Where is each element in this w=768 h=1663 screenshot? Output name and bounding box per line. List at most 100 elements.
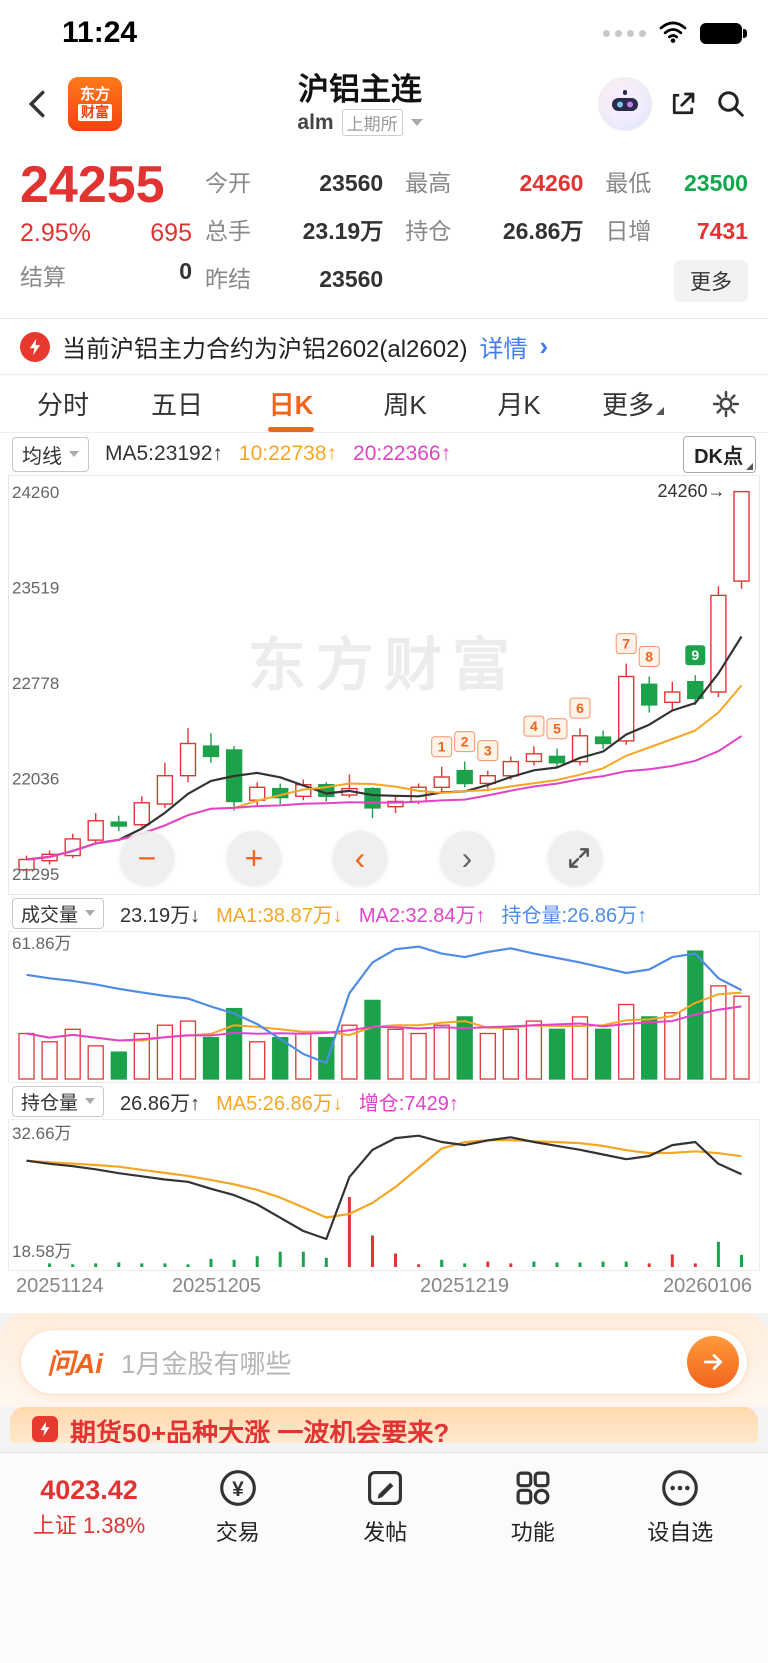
settle-value: 0 (179, 257, 192, 284)
more-button[interactable]: 更多 (673, 260, 748, 302)
back-button[interactable] (20, 87, 54, 121)
chevron-down-icon (410, 119, 423, 132)
news-banner[interactable]: 期货50+品种大涨 一波机会要来? (10, 1407, 758, 1443)
volume-oi: 持仓量:26.86万↑ (501, 904, 648, 927)
quote-field-openinterest: 持仓 26.86万 (405, 218, 584, 244)
svg-text:24260→: 24260→ (657, 481, 725, 501)
svg-text:8: 8 (645, 649, 653, 665)
x-tick: 20251124 (16, 1275, 104, 1297)
nav-post[interactable]: 发帖 (312, 1467, 460, 1547)
tab-weekly-k[interactable]: 周K (383, 390, 427, 420)
quote-field-high: 最高 24260 (405, 170, 584, 196)
wifi-icon (658, 19, 688, 48)
notice-detail-link[interactable]: 详情 (479, 336, 528, 363)
index-value: 4023.42 (40, 1474, 138, 1505)
x-tick: 20260106 (663, 1275, 752, 1297)
svg-text:22036: 22036 (12, 770, 59, 789)
cellular-signal-icon (603, 29, 646, 37)
zoom-out-button[interactable]: − (120, 831, 174, 885)
logo-text-bottom: 财富 (78, 104, 112, 121)
period-tabs: 分时 五日 日K 周K 月K 更多 (0, 375, 768, 433)
quote-field-dayincrease: 日增 7431 (605, 218, 748, 244)
quote-field-prevsettle: 昨结 23560 (205, 266, 384, 292)
x-tick: 20251219 (420, 1275, 509, 1297)
volume-selector[interactable]: 成交量 (12, 897, 105, 929)
lower-section: 问Ai 1月金股有哪些 期货50+品种大涨 一波机会要来? 4023.42 上证… (0, 1313, 768, 1663)
exchange-badge: 上期所 (341, 109, 403, 137)
gear-icon (712, 390, 740, 417)
contract-code: alm (297, 110, 334, 134)
svg-text:2: 2 (461, 734, 469, 750)
ask-ai-brand: 问Ai (47, 1348, 104, 1379)
tab-minute[interactable]: 分时 (36, 390, 89, 420)
bottom-nav: 4023.42 上证 1.38% ¥ 交易 发帖 功能 设自选 (0, 1452, 768, 1663)
svg-text:5: 5 (553, 721, 561, 737)
nav-watchlist[interactable]: 设自选 (607, 1467, 755, 1547)
nav-functions[interactable]: 功能 (459, 1467, 607, 1547)
trade-yuan-icon: ¥ (219, 1470, 256, 1506)
chevron-down-icon (85, 1098, 96, 1109)
expand-icon (569, 848, 589, 868)
last-price: 24255 (20, 156, 165, 214)
tab-daily-k[interactable]: 日K (234, 375, 348, 432)
dk-point-button[interactable]: DK点 (683, 435, 756, 473)
index-label: 上证 1.38% (32, 1512, 146, 1538)
volume-chart[interactable]: 61.86万 (0, 931, 768, 1083)
quote-field-open: 今开 23560 (205, 170, 384, 196)
volume-ma1: MA1:38.87万↓ (216, 904, 343, 927)
index-quote-shortcut[interactable]: 4023.42 上证 1.38% (14, 1475, 164, 1540)
x-axis: 20251124 20251205 20251219 20260106 (0, 1271, 768, 1305)
kline-header: 均线 MA5:23192↑ 10:22738↑ 20:22366↑ DK点 (0, 433, 768, 475)
position-current: 26.86万↑ (120, 1092, 201, 1115)
chart-settings-button[interactable] (690, 389, 762, 419)
svg-text:3: 3 (484, 743, 492, 759)
svg-text:24260: 24260 (12, 483, 59, 502)
svg-text:32.66万: 32.66万 (12, 1124, 72, 1143)
tab-5day[interactable]: 五日 (150, 390, 203, 420)
svg-text:4: 4 (530, 718, 538, 734)
eastmoney-logo: 东方 财富 (68, 77, 122, 131)
nav-trade[interactable]: ¥ 交易 (164, 1467, 312, 1547)
position-header: 持仓量 26.86万↑ MA5:26.86万↓ 增仓:7429↑ (0, 1083, 768, 1119)
chevron-down-icon (69, 451, 79, 462)
volume-header: 成交量 23.19万↓ MA1:38.87万↓ MA2:32.84万↑ 持仓量:… (0, 895, 768, 931)
ask-ai-search-bar[interactable]: 问Ai 1月金股有哪些 (20, 1329, 748, 1395)
ai-card: 问Ai 1月金股有哪些 (0, 1313, 768, 1407)
zoom-in-button[interactable]: + (227, 831, 281, 885)
tab-more[interactable]: 更多 (576, 375, 690, 432)
svg-text:61.86万: 61.86万 (12, 934, 72, 953)
arrow-right-icon (703, 1354, 723, 1370)
change-percent: 2.95% (20, 218, 91, 247)
change-value: 695 (150, 218, 192, 247)
ma5-stat: MA5:23192↑ (105, 442, 223, 465)
pan-right-button[interactable]: › (440, 831, 494, 885)
position-ma5: MA5:26.86万↓ (216, 1092, 343, 1115)
news-icon (32, 1416, 58, 1442)
notice-bar[interactable]: 当前沪铝主力合约为沪铝2602(al2602) 详情 › (0, 319, 768, 375)
share-icon[interactable] (666, 87, 700, 121)
search-icon[interactable] (714, 87, 748, 121)
svg-text:7: 7 (622, 636, 630, 652)
quote-field-volume: 总手 23.19万 (205, 218, 384, 244)
tab-monthly-k[interactable]: 月K (497, 390, 541, 420)
contract-subtitle[interactable]: alm 上期所 (136, 109, 584, 137)
position-selector[interactable]: 持仓量 (12, 1085, 105, 1117)
corner-triangle-icon (656, 406, 664, 415)
battery-icon (700, 22, 747, 44)
pan-left-button[interactable]: ‹ (333, 831, 387, 885)
position-svg: 32.66万 18.58万 (8, 1119, 760, 1271)
ma-selector[interactable]: 均线 (12, 436, 89, 472)
svg-text:¥: ¥ (232, 1478, 244, 1501)
fullscreen-button[interactable] (548, 831, 602, 885)
ask-ai-submit-button[interactable] (687, 1336, 739, 1388)
quote-field-low: 最低 23500 (605, 170, 748, 196)
header: 东方 财富 沪铝主连 alm 上期所 (0, 60, 768, 148)
quote-panel: 24255 2.95% 695 结算 0 今开 23560 最高 24260 最低 2… (0, 148, 768, 319)
kline-chart[interactable]: 东方财富 1 2 3 4 5 6 7 8 9 24260→ 24260 23519 22778 22036… (0, 475, 768, 895)
ask-ai-placeholder: 1月金股有哪些 (121, 1348, 292, 1379)
svg-text:21295: 21295 (12, 865, 59, 884)
position-chart[interactable]: 32.66万 18.58万 (0, 1119, 768, 1271)
assistant-avatar[interactable] (598, 77, 652, 131)
volume-svg: 61.86万 (8, 931, 760, 1083)
quote-field-empty (405, 260, 583, 302)
